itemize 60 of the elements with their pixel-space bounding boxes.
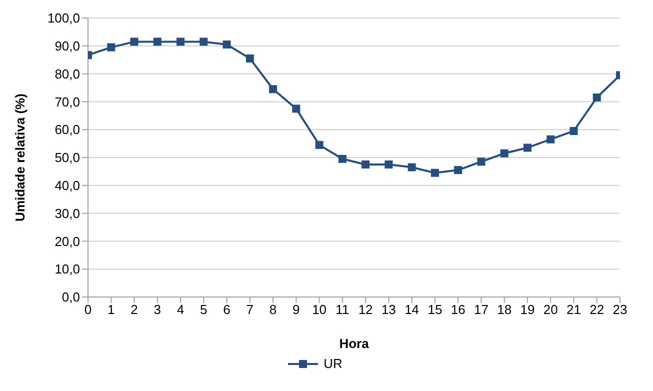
x-tick-label: 11 xyxy=(336,302,350,318)
point xyxy=(222,40,231,49)
y-tick-label: 0,0 xyxy=(62,290,80,305)
y-tick-label: 90,0 xyxy=(54,38,80,54)
point xyxy=(384,160,393,168)
x-tick-label: 15 xyxy=(428,302,442,318)
x-tick-label: 14 xyxy=(404,302,420,318)
point xyxy=(477,158,486,166)
x-tick-label: 13 xyxy=(381,302,396,318)
x-tick-label: 16 xyxy=(450,302,466,318)
x-tick-label: 2 xyxy=(130,302,138,318)
x-tick-label: 19 xyxy=(520,302,535,318)
x-tick-label: 10 xyxy=(312,302,327,318)
point xyxy=(362,160,370,168)
x-axis-title: Hora xyxy=(339,336,370,351)
x-tick-label: 18 xyxy=(497,302,512,318)
x-tick-label: 1 xyxy=(108,302,115,318)
y-tick-label: 30,0 xyxy=(54,206,80,221)
y-tick-label: 50,0 xyxy=(54,150,80,166)
y-tick-label: 40,0 xyxy=(54,178,80,194)
point xyxy=(292,104,300,113)
point xyxy=(570,126,578,135)
point xyxy=(246,54,254,62)
x-tick-label: 23 xyxy=(612,302,628,318)
point xyxy=(269,85,278,94)
x-tick-label: 4 xyxy=(176,302,184,318)
y-axis-title: Umidade relativa (%) xyxy=(12,94,28,222)
x-tick-label: 5 xyxy=(200,302,208,318)
x-tick-label: 9 xyxy=(292,302,300,318)
x-tick-label: 8 xyxy=(269,302,277,318)
x-tick-label: 0 xyxy=(84,302,92,318)
point xyxy=(546,135,555,144)
x-tick-label: 22 xyxy=(590,302,604,318)
y-tick-label: 70,0 xyxy=(54,94,80,110)
point xyxy=(107,43,116,52)
point xyxy=(176,38,185,46)
point xyxy=(200,38,208,46)
legend-label: UR xyxy=(324,356,342,371)
point xyxy=(454,166,462,174)
x-tick-label: 7 xyxy=(246,302,254,318)
point xyxy=(523,144,532,152)
x-tick-label: 21 xyxy=(566,302,581,318)
point xyxy=(592,94,601,102)
point xyxy=(315,140,324,149)
y-tick-label: 80,0 xyxy=(54,66,80,82)
y-tick-label: 60,0 xyxy=(54,122,80,138)
x-tick-label: 3 xyxy=(154,302,162,318)
point xyxy=(130,38,138,46)
y-tick-label: 10,0 xyxy=(54,262,80,277)
point xyxy=(153,38,162,46)
point xyxy=(500,149,508,158)
y-tick-label: 20,0 xyxy=(54,234,80,249)
point xyxy=(338,154,346,163)
x-tick-label: 20 xyxy=(543,302,558,318)
x-tick-label: 17 xyxy=(474,302,488,318)
x-tick-label: 6 xyxy=(223,302,230,318)
point xyxy=(408,163,416,172)
x-tick-label: 12 xyxy=(358,302,373,318)
point xyxy=(430,168,439,177)
y-tick-label: 100,0 xyxy=(47,10,80,26)
